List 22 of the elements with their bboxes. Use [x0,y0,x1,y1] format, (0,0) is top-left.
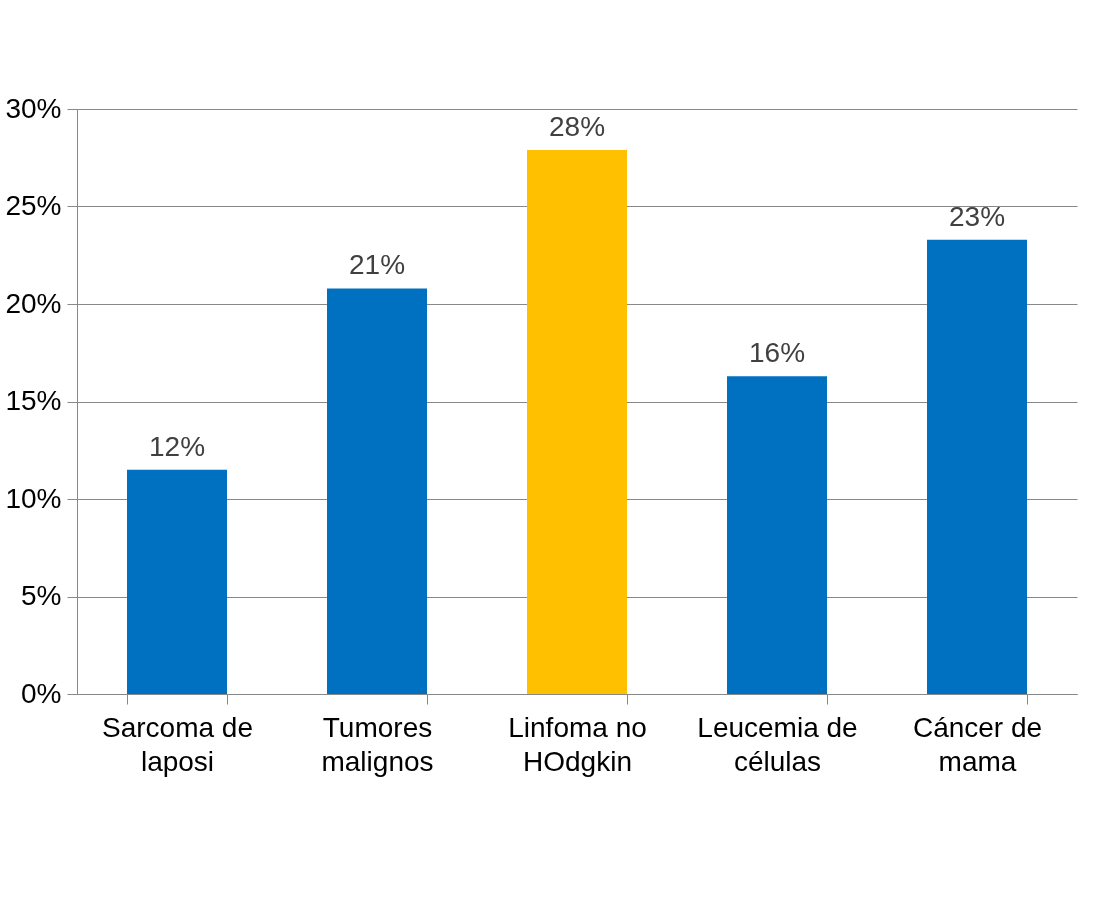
bar [327,288,427,694]
y-tick-label: 20% [5,287,62,319]
x-tick-label: Cáncer de mama [912,711,1043,777]
y-tick-label: 10% [5,482,62,514]
x-tick-label: Sarcoma de laposi [102,711,253,777]
x-tick-label: Linfoma no HOdgkin [508,711,647,777]
x-tick-label: Tumores malignos [321,711,434,777]
data-label: 12% [148,430,206,462]
bar [927,239,1027,694]
bar [527,149,627,694]
bar [727,376,827,694]
y-tick-label: 25% [5,190,62,221]
data-label: 21% [348,249,406,281]
y-tick-label: 0% [21,677,62,709]
data-label: 16% [748,337,806,369]
y-tick-label: 5% [21,580,62,611]
data-label: 28% [548,110,606,142]
x-tick-label: Leucemia de células [697,711,858,777]
y-tick-label: 15% [5,385,62,416]
data-label: 23% [948,200,1006,232]
y-tick-label: 30% [5,92,62,124]
bar [127,469,227,694]
